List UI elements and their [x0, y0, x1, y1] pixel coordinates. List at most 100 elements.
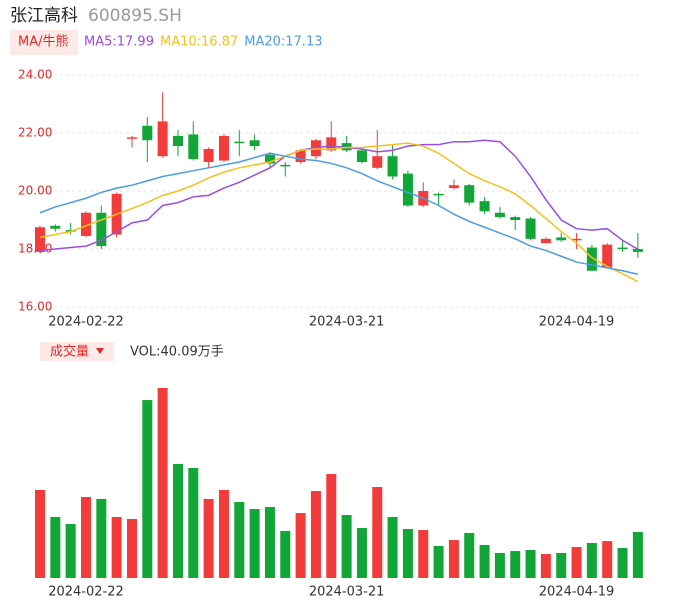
volume-bar	[571, 547, 582, 578]
candle-body	[280, 164, 291, 167]
candle-body	[556, 237, 567, 241]
x-tick-label: 2024-04-19	[539, 585, 615, 600]
candle-body	[387, 156, 398, 177]
legend-entry: MA5:17.99	[84, 35, 154, 50]
volume-bar	[540, 554, 551, 578]
candle-body	[433, 193, 444, 196]
volume-bar	[617, 548, 628, 578]
candle-body	[264, 154, 275, 164]
volume-bar	[295, 513, 306, 578]
volume-bar	[264, 506, 275, 578]
candle-body	[295, 150, 306, 162]
volume-bar	[372, 487, 383, 578]
volume-name: VOL:40.09万手	[130, 345, 224, 360]
candle-body	[525, 218, 536, 239]
volume-bar	[203, 498, 214, 578]
ma-line	[39, 139, 639, 252]
volume-bar	[126, 519, 137, 578]
volume-bar	[632, 532, 643, 578]
x-tick-label: 2024-03-21	[309, 585, 385, 600]
volume-bar	[326, 474, 337, 578]
volume-bar	[433, 545, 444, 578]
candle-body	[632, 249, 643, 252]
x-tick-label: 2024-02-22	[48, 585, 124, 600]
volume-bar	[157, 388, 168, 578]
y-tick-label: 20.00	[18, 184, 52, 198]
candle-body	[35, 227, 45, 252]
candle-body	[494, 212, 505, 218]
candle-body	[448, 185, 459, 189]
candle-body	[50, 225, 61, 229]
volume-bar	[50, 516, 61, 578]
candle-body	[586, 247, 597, 271]
candle-body	[126, 137, 137, 139]
candle-body	[249, 140, 260, 147]
candle-body	[602, 244, 613, 268]
volume-bar	[310, 491, 321, 578]
candle-body	[142, 125, 153, 141]
volume-label: 成交量	[50, 344, 89, 360]
candle-body	[464, 185, 475, 203]
volume-bar	[510, 551, 521, 578]
volume-bar	[525, 550, 536, 578]
candle-body	[218, 135, 229, 161]
y-tick-label: 16.00	[18, 300, 52, 314]
volume-bar	[188, 467, 199, 578]
legend-button[interactable]	[10, 30, 78, 55]
candle-body	[80, 212, 91, 236]
dropdown-arrow	[96, 348, 104, 354]
candle-body	[540, 238, 551, 244]
volume-bar	[65, 523, 76, 578]
candle-body	[157, 121, 168, 157]
volume-bar	[142, 400, 153, 578]
volume-bar	[602, 541, 613, 578]
candle-body	[402, 173, 413, 206]
candle-body	[188, 134, 199, 160]
legend-label: MA/牛熊	[18, 34, 69, 50]
volume-bar	[356, 527, 367, 578]
candle-body	[372, 156, 383, 168]
volume-bar	[218, 489, 229, 578]
y-tick-label: 24.00	[18, 68, 52, 82]
volume-bar	[402, 529, 413, 578]
candle-body	[326, 137, 337, 151]
volume-bar	[448, 540, 459, 578]
y-tick-label: 22.00	[18, 126, 52, 140]
volume-bar	[494, 552, 505, 578]
candle-body	[510, 217, 521, 220]
candle-body	[356, 150, 367, 162]
candle-body	[617, 247, 628, 249]
volume-bar	[479, 544, 490, 578]
chart-title: 张江高科	[10, 6, 78, 26]
candle-body	[234, 141, 245, 144]
ma-line	[39, 152, 639, 275]
candle-body	[172, 135, 183, 147]
chart-subtitle: 600895.SH	[88, 6, 182, 26]
volume-button[interactable]	[40, 342, 114, 361]
volume-bar	[464, 533, 475, 578]
volume-bar	[280, 530, 291, 578]
x-tick-label: 2024-02-22	[48, 315, 124, 330]
candle-body	[479, 201, 490, 212]
ma-line	[39, 142, 639, 283]
volume-bar	[556, 552, 567, 578]
volume-bar	[387, 516, 398, 578]
volume-bar	[341, 515, 352, 578]
legend-entry: MA20:17.13	[244, 35, 322, 50]
candle-body	[571, 238, 582, 241]
volume-bar	[249, 509, 260, 578]
x-tick-label: 2024-03-21	[309, 315, 385, 330]
candle-body	[96, 212, 107, 247]
volume-bar	[586, 543, 597, 578]
x-tick-label: 2024-04-19	[539, 315, 615, 330]
volume-bar	[35, 489, 45, 578]
volume-bar	[418, 530, 429, 578]
volume-bar	[80, 496, 91, 578]
volume-bar	[111, 516, 122, 578]
volume-bar	[96, 498, 107, 578]
legend-entry: MA10:16.87	[160, 35, 238, 50]
candle-body	[203, 148, 214, 162]
volume-bar	[234, 502, 245, 578]
